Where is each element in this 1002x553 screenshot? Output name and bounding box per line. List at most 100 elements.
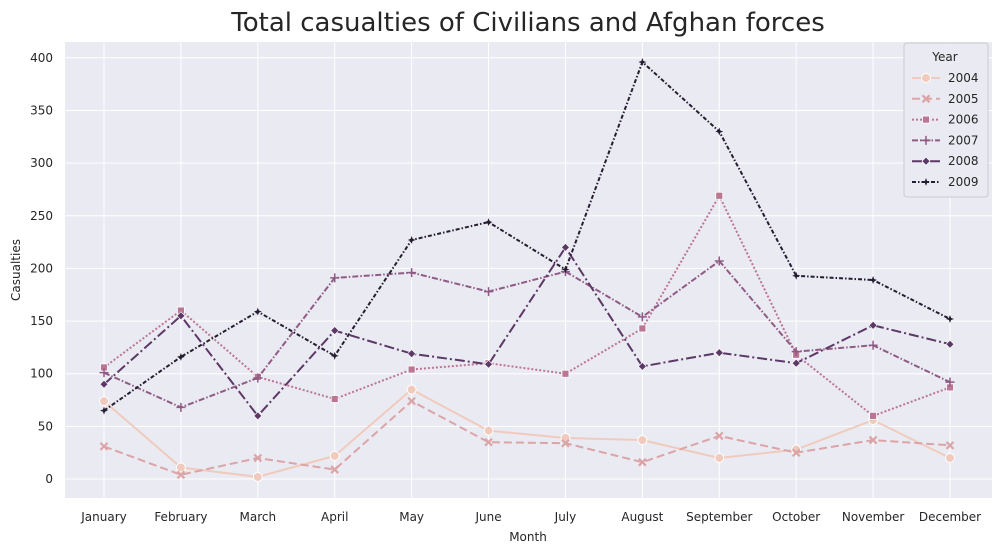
series-line-2006 [103,194,951,417]
data-point-2009 [561,265,570,274]
series-line-2009 [103,61,951,412]
x-axis-title: Month [509,530,547,544]
tick-labels: 0 50 100 150 200 250 300 350 400 January February M… [30,51,981,524]
legend-marker [921,94,931,104]
legend-marker [922,178,930,186]
data-point-2008 [791,358,801,368]
x-tick-label: November [842,510,904,524]
data-point-2007 [868,340,878,350]
x-tick-label: September [686,510,752,524]
legend-label: 2004 [948,71,979,85]
x-tick-label: April [321,510,348,524]
series-2008 [99,242,955,421]
data-point-2005 [561,438,570,448]
data-point-2008 [176,311,186,321]
plot-area [65,42,992,498]
data-point-2005 [484,437,493,447]
data-point-2007 [637,312,647,322]
legend-label: 2005 [948,92,979,106]
series-line-2008 [103,246,951,417]
data-point-2005 [714,431,724,441]
series-2009 [100,58,954,415]
data-point-2004 [406,384,417,395]
legend-label: 2008 [948,154,979,168]
data-point-2004 [175,462,186,473]
x-tick-label: May [399,510,424,524]
x-tick-label: December [919,510,981,524]
legend-title: Year [931,50,957,64]
data-point-2004 [329,450,340,461]
data-point-2005 [638,457,647,467]
legend-label: 2009 [948,175,979,189]
x-tick-label: March [240,510,277,524]
legend: Year 2004 2005 2006 2007 2008 2009 [903,42,989,198]
x-tick-label: August [621,510,663,524]
data-point-2005 [868,435,878,445]
legend-entry-2009: 2009 [912,175,979,189]
y-tick-label: 300 [30,156,53,170]
data-point-2004 [252,471,263,482]
x-tick-label: July [554,510,577,524]
data-point-2006 [869,411,877,420]
legend-entry-2004: 2004 [912,71,979,85]
x-tick-label: June [474,510,501,524]
legend-marker [921,156,931,166]
x-tick-label: February [154,510,207,524]
data-point-2004 [483,425,494,436]
series-line-2007 [103,260,951,409]
data-point-2006 [330,395,339,403]
legend-label: 2006 [948,113,979,127]
data-point-2007 [330,273,340,283]
data-point-2009 [638,58,647,67]
data-point-2006 [407,365,416,374]
data-point-2004 [945,452,955,463]
data-point-2009 [946,314,954,323]
data-point-2005 [791,448,801,457]
data-point-2009 [100,406,108,415]
data-point-2006 [715,191,724,200]
data-point-2009 [792,271,801,280]
data-point-2007 [176,402,186,412]
y-tick-label: 150 [30,314,53,328]
series-line-2004 [103,388,951,478]
y-tick-label: 200 [30,261,53,275]
data-point-2006 [638,324,647,333]
legend-entry-2007: 2007 [912,133,979,147]
data-point-2009 [715,127,724,136]
data-point-2007 [484,287,494,297]
y-tick-label: 250 [30,209,53,223]
data-point-2008 [637,361,647,371]
data-point-2005 [253,453,263,463]
legend-entry-2006: 2006 [912,113,979,127]
data-point-2008 [484,359,493,369]
legend-label: 2007 [948,133,979,147]
legend-marker [921,135,931,145]
data-point-2008 [561,242,570,252]
data-point-2008 [945,339,955,349]
series-line-2005 [103,400,951,476]
data-point-2005 [407,396,416,406]
series-2004 [99,384,955,482]
data-point-2005 [945,441,955,450]
chart-title: Total casualties of Civilians and Afghan… [230,8,824,38]
y-tick-label: 0 [45,472,53,486]
legend-entry-2005: 2005 [912,92,979,106]
data-point-2009 [253,307,262,316]
data-point-2008 [868,320,878,330]
series-lines [99,58,955,482]
legend-marker [921,73,931,83]
data-point-2004 [714,452,725,463]
data-point-2007 [791,347,801,357]
x-tick-label: January [80,510,127,524]
data-point-2007 [99,368,109,378]
data-point-2005 [330,465,340,474]
y-tick-label: 400 [30,51,53,65]
data-point-2004 [99,396,109,407]
x-tick-label: October [772,510,820,524]
data-point-2009 [176,352,185,361]
series-2005 [99,396,955,480]
data-point-2007 [253,373,263,383]
data-point-2007 [945,377,955,387]
y-tick-label: 50 [38,419,53,433]
